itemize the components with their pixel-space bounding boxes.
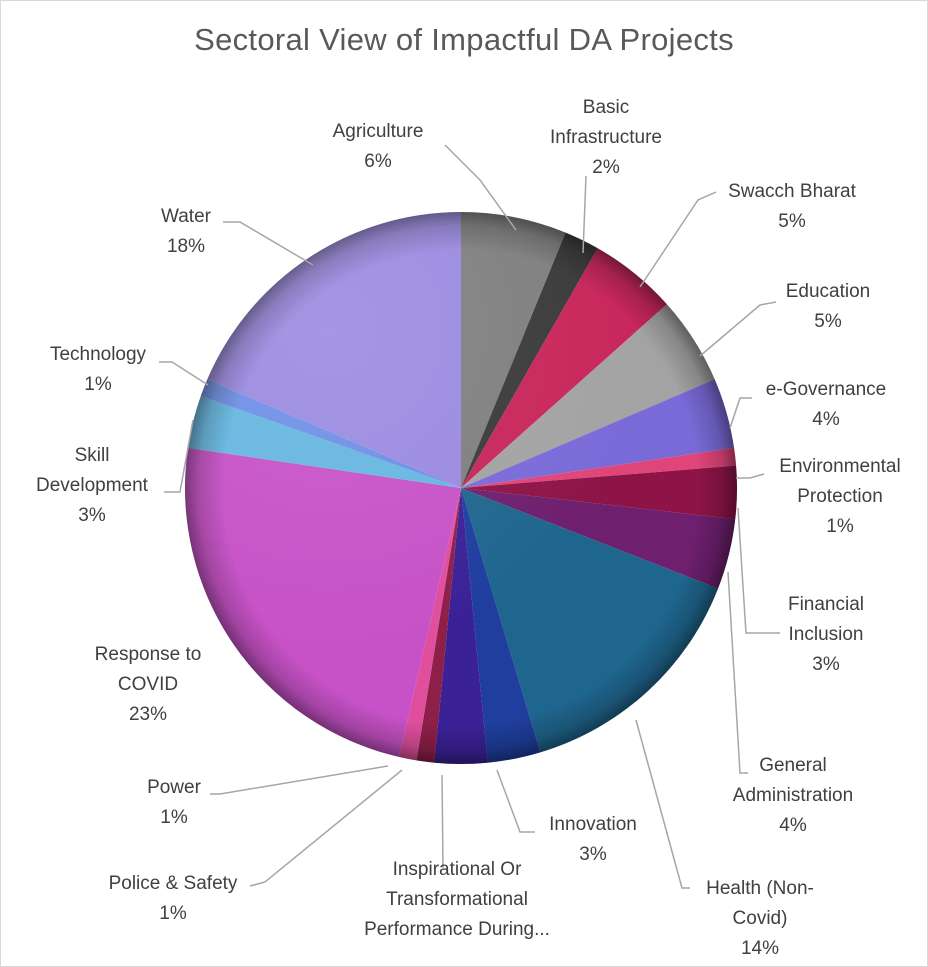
data-label-e-governance: e-Governance 4%: [766, 379, 886, 430]
leader-line-health-non-covid: [635, 719, 690, 889]
leader-line-skill-development: [164, 419, 194, 493]
data-label-water: Water 18%: [161, 206, 212, 257]
data-label-general-administration: General Administration 4%: [733, 755, 853, 836]
leader-line-technology: [159, 361, 209, 386]
data-label-police-safety: Police & Safety 1%: [109, 873, 238, 924]
data-label-power: Power 1%: [147, 777, 202, 828]
leader-line-basic-infrastructure: [582, 175, 587, 254]
leader-line-environmental-protection: [736, 473, 765, 479]
data-label-health-non-covid: Health (Non-Covid) 14%: [706, 878, 814, 959]
data-label-financial-inclusion: Financial Inclusion 3%: [788, 594, 864, 675]
leader-line-agriculture: [444, 144, 517, 231]
leader-line-e-governance: [729, 397, 752, 429]
data-label-basic-infrastructure: Basic Infrastructure 2%: [550, 97, 662, 178]
pie-gloss: [185, 212, 737, 764]
data-label-innovation: Innovation 3%: [549, 814, 637, 865]
data-label-education: Education 5%: [786, 281, 871, 332]
leader-line-general-administration: [727, 571, 748, 774]
leader-line-innovation: [496, 769, 535, 833]
data-label-technology: Technology 1%: [50, 344, 147, 395]
leader-line-swacch-bharat: [639, 191, 717, 288]
leader-line-power: [210, 765, 389, 795]
leader-line-police-safety: [249, 769, 403, 887]
leader-line-inspirational-or-transformational-performance-during: [441, 774, 444, 869]
data-label-environmental-protection: Environmental Protection 1%: [779, 456, 900, 537]
leader-line-water: [223, 221, 314, 266]
data-label-skill-development: Skill Development 3%: [36, 445, 149, 526]
data-label-inspirational-or-transformational-performance-during: Inspirational Or Transformational Performa…: [364, 859, 550, 940]
chart-title: Sectoral View of Impactful DA Projects: [194, 22, 734, 57]
data-label-response-to-covid: Response to COVID 23%: [95, 644, 202, 725]
data-label-agriculture: Agriculture 6%: [333, 121, 424, 172]
data-label-swacch-bharat: Swacch Bharat 5%: [728, 181, 857, 232]
leader-line-financial-inclusion: [737, 507, 780, 634]
leader-line-education: [699, 301, 777, 357]
